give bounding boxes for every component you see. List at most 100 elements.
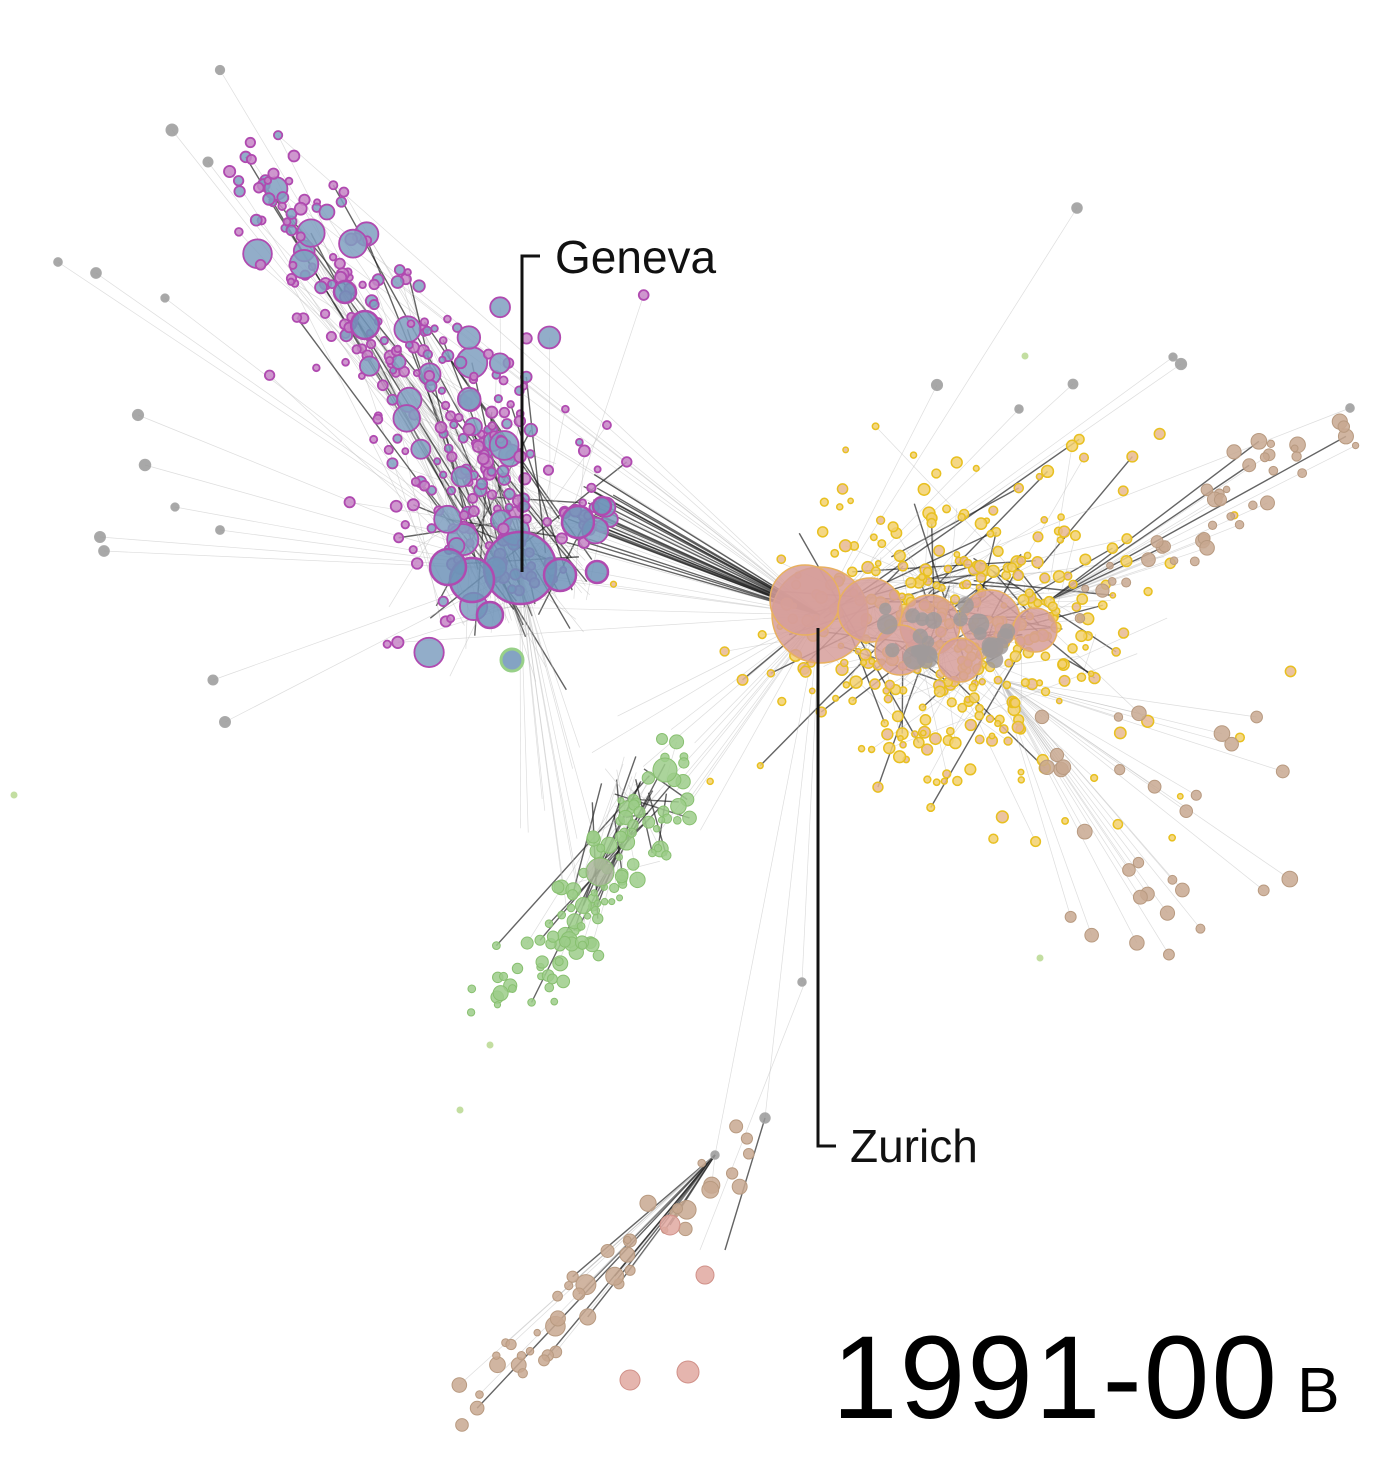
node: [985, 714, 995, 724]
node: [1030, 836, 1042, 848]
node: [682, 810, 697, 826]
node: [1190, 789, 1202, 801]
node: [245, 153, 257, 165]
node: [877, 613, 898, 635]
node: [1169, 556, 1179, 566]
node: [975, 572, 987, 583]
node: [1074, 612, 1086, 624]
node: [1055, 697, 1063, 705]
node: [254, 258, 267, 271]
node: [859, 648, 872, 661]
node: [437, 595, 449, 608]
node: [521, 513, 532, 524]
node: [90, 267, 102, 279]
node: [626, 827, 637, 838]
node: [1052, 570, 1066, 584]
zurich-leader: [816, 628, 836, 1148]
node: [1071, 202, 1083, 214]
node: [1121, 577, 1132, 588]
node: [440, 400, 451, 411]
node: [945, 726, 955, 736]
node: [968, 613, 990, 635]
node: [1199, 540, 1215, 556]
node: [678, 1221, 693, 1237]
node: [454, 412, 464, 423]
node: [1207, 520, 1218, 530]
node: [1117, 627, 1130, 639]
node: [776, 554, 787, 565]
node: [433, 504, 463, 534]
node: [312, 363, 321, 373]
node: [338, 228, 368, 259]
node: [422, 349, 433, 360]
node: [546, 973, 558, 985]
node: [1345, 403, 1355, 413]
node: [933, 544, 946, 557]
node: [542, 557, 578, 593]
node: [1061, 816, 1070, 825]
node: [974, 734, 985, 745]
node: [911, 730, 919, 738]
node: [419, 317, 430, 327]
node: [523, 422, 539, 438]
node: [871, 422, 880, 431]
node: [943, 564, 953, 574]
node: [1290, 444, 1299, 453]
node: [501, 418, 513, 430]
node: [318, 203, 336, 221]
node: [466, 1008, 476, 1017]
node: [769, 564, 841, 636]
edge: [714, 614, 821, 1156]
node: [986, 564, 1000, 578]
edge: [519, 569, 563, 880]
node: [517, 1368, 528, 1379]
node: [742, 1147, 755, 1160]
node: [1111, 647, 1122, 657]
node: [1153, 427, 1166, 440]
node: [1121, 533, 1133, 545]
node: [678, 757, 690, 769]
node: [451, 1377, 468, 1393]
node: [1035, 472, 1044, 481]
node: [555, 532, 568, 545]
node: [596, 843, 606, 853]
node: [1250, 432, 1268, 450]
node: [10, 791, 18, 799]
node: [449, 420, 459, 430]
node: [412, 279, 426, 293]
node: [626, 858, 640, 871]
node: [1004, 658, 1014, 668]
node: [551, 880, 565, 894]
node: [513, 414, 527, 428]
node: [349, 309, 381, 341]
node: [614, 869, 629, 884]
node: [1068, 579, 1078, 589]
node: [577, 940, 588, 950]
node: [592, 949, 605, 962]
node: [1117, 485, 1129, 497]
node: [1200, 483, 1214, 497]
node: [504, 502, 514, 512]
node: [392, 404, 421, 433]
annotations: Geneva Zurich 1991-00 B: [520, 231, 1340, 1444]
edge: [519, 569, 586, 924]
node: [912, 736, 925, 749]
node: [434, 421, 448, 434]
node: [1058, 674, 1071, 687]
node: [838, 539, 853, 553]
node: [917, 482, 931, 496]
node: [572, 1287, 586, 1301]
node: [267, 167, 280, 180]
node: [1126, 450, 1139, 463]
node: [538, 1354, 550, 1367]
node: [413, 636, 445, 668]
node: [835, 503, 844, 511]
node: [995, 810, 1009, 824]
node: [1075, 629, 1088, 643]
node: [757, 630, 767, 640]
node: [883, 741, 896, 755]
node: [496, 464, 510, 478]
node: [525, 1346, 535, 1356]
node: [1234, 732, 1246, 743]
